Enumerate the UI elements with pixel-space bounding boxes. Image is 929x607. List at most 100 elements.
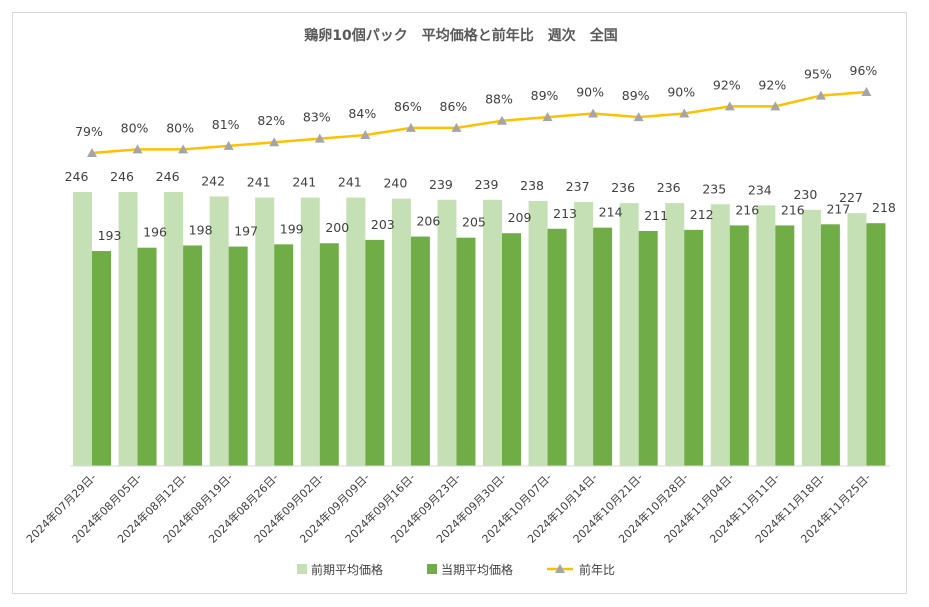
bar-current-label: 197 bbox=[234, 224, 258, 239]
ratio-label: 96% bbox=[850, 63, 878, 78]
ratio-marker bbox=[542, 112, 553, 122]
bar-prev-label: 237 bbox=[566, 179, 590, 194]
ratio-label: 89% bbox=[531, 88, 559, 103]
ratio-marker bbox=[497, 115, 507, 125]
bar-prev bbox=[574, 202, 594, 466]
legend-label: 当期平均価格 bbox=[441, 562, 513, 577]
bar-current-label: 214 bbox=[599, 205, 623, 220]
ratio-marker bbox=[770, 101, 781, 111]
ratio-marker bbox=[360, 130, 371, 140]
bar-prev-label: 238 bbox=[520, 178, 544, 193]
bar-prev-label: 242 bbox=[201, 173, 225, 188]
legend-label: 前期平均価格 bbox=[311, 562, 383, 577]
bar-prev bbox=[756, 205, 776, 467]
bar-current bbox=[775, 225, 795, 466]
bar-current-label: 216 bbox=[735, 202, 759, 217]
bar-prev bbox=[665, 203, 685, 466]
bar-prev-label: 246 bbox=[65, 169, 89, 184]
bar-prev bbox=[710, 204, 730, 467]
bar-prev bbox=[437, 199, 457, 466]
chart-title: 鶏卵10個パック 平均価格と前年比 週次 全国 bbox=[304, 27, 617, 44]
ratio-label: 88% bbox=[485, 92, 513, 107]
ratio-marker bbox=[633, 112, 644, 122]
bar-current bbox=[183, 245, 203, 466]
ratio-marker bbox=[223, 140, 234, 150]
ratio-marker bbox=[861, 87, 872, 96]
bar-prev bbox=[483, 199, 502, 466]
ratio-label: 86% bbox=[440, 99, 468, 114]
ratio-label: 82% bbox=[257, 113, 285, 128]
bar-current-label: 209 bbox=[508, 210, 532, 225]
ratio-label: 90% bbox=[576, 85, 604, 100]
bar-current bbox=[729, 225, 749, 466]
bar-current-label: 198 bbox=[189, 222, 213, 237]
bar-prev bbox=[118, 192, 138, 466]
ratio-marker bbox=[269, 137, 280, 147]
bar-current bbox=[502, 233, 521, 466]
bar-prev-label: 239 bbox=[475, 177, 499, 192]
ratio-marker bbox=[87, 148, 97, 157]
bar-current-label: 193 bbox=[98, 228, 122, 243]
bar-current bbox=[365, 239, 385, 466]
bar-current bbox=[319, 243, 339, 466]
bar-current-label: 211 bbox=[644, 208, 668, 223]
legend-label: 前年比 bbox=[579, 562, 615, 577]
ratio-marker bbox=[314, 133, 325, 143]
bar-current-label: 199 bbox=[280, 221, 304, 236]
bar-prev bbox=[346, 197, 366, 467]
bar-current bbox=[547, 228, 567, 466]
bar-prev-label: 241 bbox=[338, 175, 362, 190]
bar-prev-label: 246 bbox=[156, 169, 180, 184]
bars-group bbox=[73, 192, 886, 467]
bar-prev bbox=[391, 198, 411, 466]
bar-prev-label: 227 bbox=[839, 190, 863, 205]
line-group: 79% 80% 80% 81% 82% 83% 84% 86% 86% 88% 89% 90% 89% 9… bbox=[75, 63, 877, 157]
bar-prev-label: 239 bbox=[429, 177, 453, 192]
ratio-marker bbox=[405, 122, 416, 132]
ratio-marker bbox=[815, 90, 826, 100]
bar-current bbox=[92, 251, 111, 466]
ratio-label: 95% bbox=[804, 67, 832, 82]
bar-current-label: 217 bbox=[826, 201, 850, 216]
ratio-marker bbox=[724, 101, 735, 111]
bar-prev bbox=[847, 213, 867, 466]
bar-current bbox=[684, 229, 704, 466]
ratio-label: 89% bbox=[622, 88, 650, 103]
ratio-label: 84% bbox=[348, 106, 376, 121]
legend-swatch bbox=[427, 564, 437, 574]
ratio-marker bbox=[451, 122, 462, 132]
ratio-label: 80% bbox=[121, 120, 149, 135]
legend-swatch bbox=[297, 564, 307, 574]
bar-prev-label: 235 bbox=[702, 181, 726, 196]
ratio-label: 81% bbox=[212, 117, 240, 132]
bar-current-label: 203 bbox=[371, 217, 395, 232]
bar-prev bbox=[73, 192, 92, 466]
bar-prev bbox=[255, 197, 275, 467]
ratio-label: 79% bbox=[75, 124, 103, 139]
ratio-label: 92% bbox=[758, 77, 786, 92]
ratio-label: 83% bbox=[303, 110, 331, 125]
bar-current-label: 212 bbox=[690, 207, 714, 222]
bar-prev-label: 234 bbox=[748, 182, 772, 197]
ratio-label: 90% bbox=[667, 85, 695, 100]
bar-current bbox=[820, 224, 840, 466]
bar-current bbox=[274, 244, 294, 466]
bar-current-label: 218 bbox=[872, 200, 896, 215]
bar-prev-label: 236 bbox=[611, 180, 635, 195]
bar-current bbox=[137, 247, 157, 466]
ratio-marker bbox=[679, 108, 690, 118]
bar-prev bbox=[300, 197, 320, 467]
bar-current bbox=[228, 246, 248, 466]
bar-current-label: 205 bbox=[462, 215, 486, 230]
bar-current-label: 196 bbox=[143, 225, 167, 240]
bar-current bbox=[866, 223, 886, 466]
bar-current bbox=[593, 227, 613, 466]
bar-prev bbox=[209, 196, 229, 466]
bar-current-label: 213 bbox=[553, 206, 577, 221]
ratio-line bbox=[91, 90, 867, 155]
bar-current-label: 206 bbox=[416, 214, 440, 229]
x-tick-labels: 2024年07月29日-2024年08月05日-2024年08月12日-2024… bbox=[23, 470, 873, 546]
bar-prev-label: 246 bbox=[110, 169, 134, 184]
bar-current bbox=[456, 237, 476, 466]
legend: 前期平均価格 当期平均価格 前年比 bbox=[297, 562, 615, 577]
